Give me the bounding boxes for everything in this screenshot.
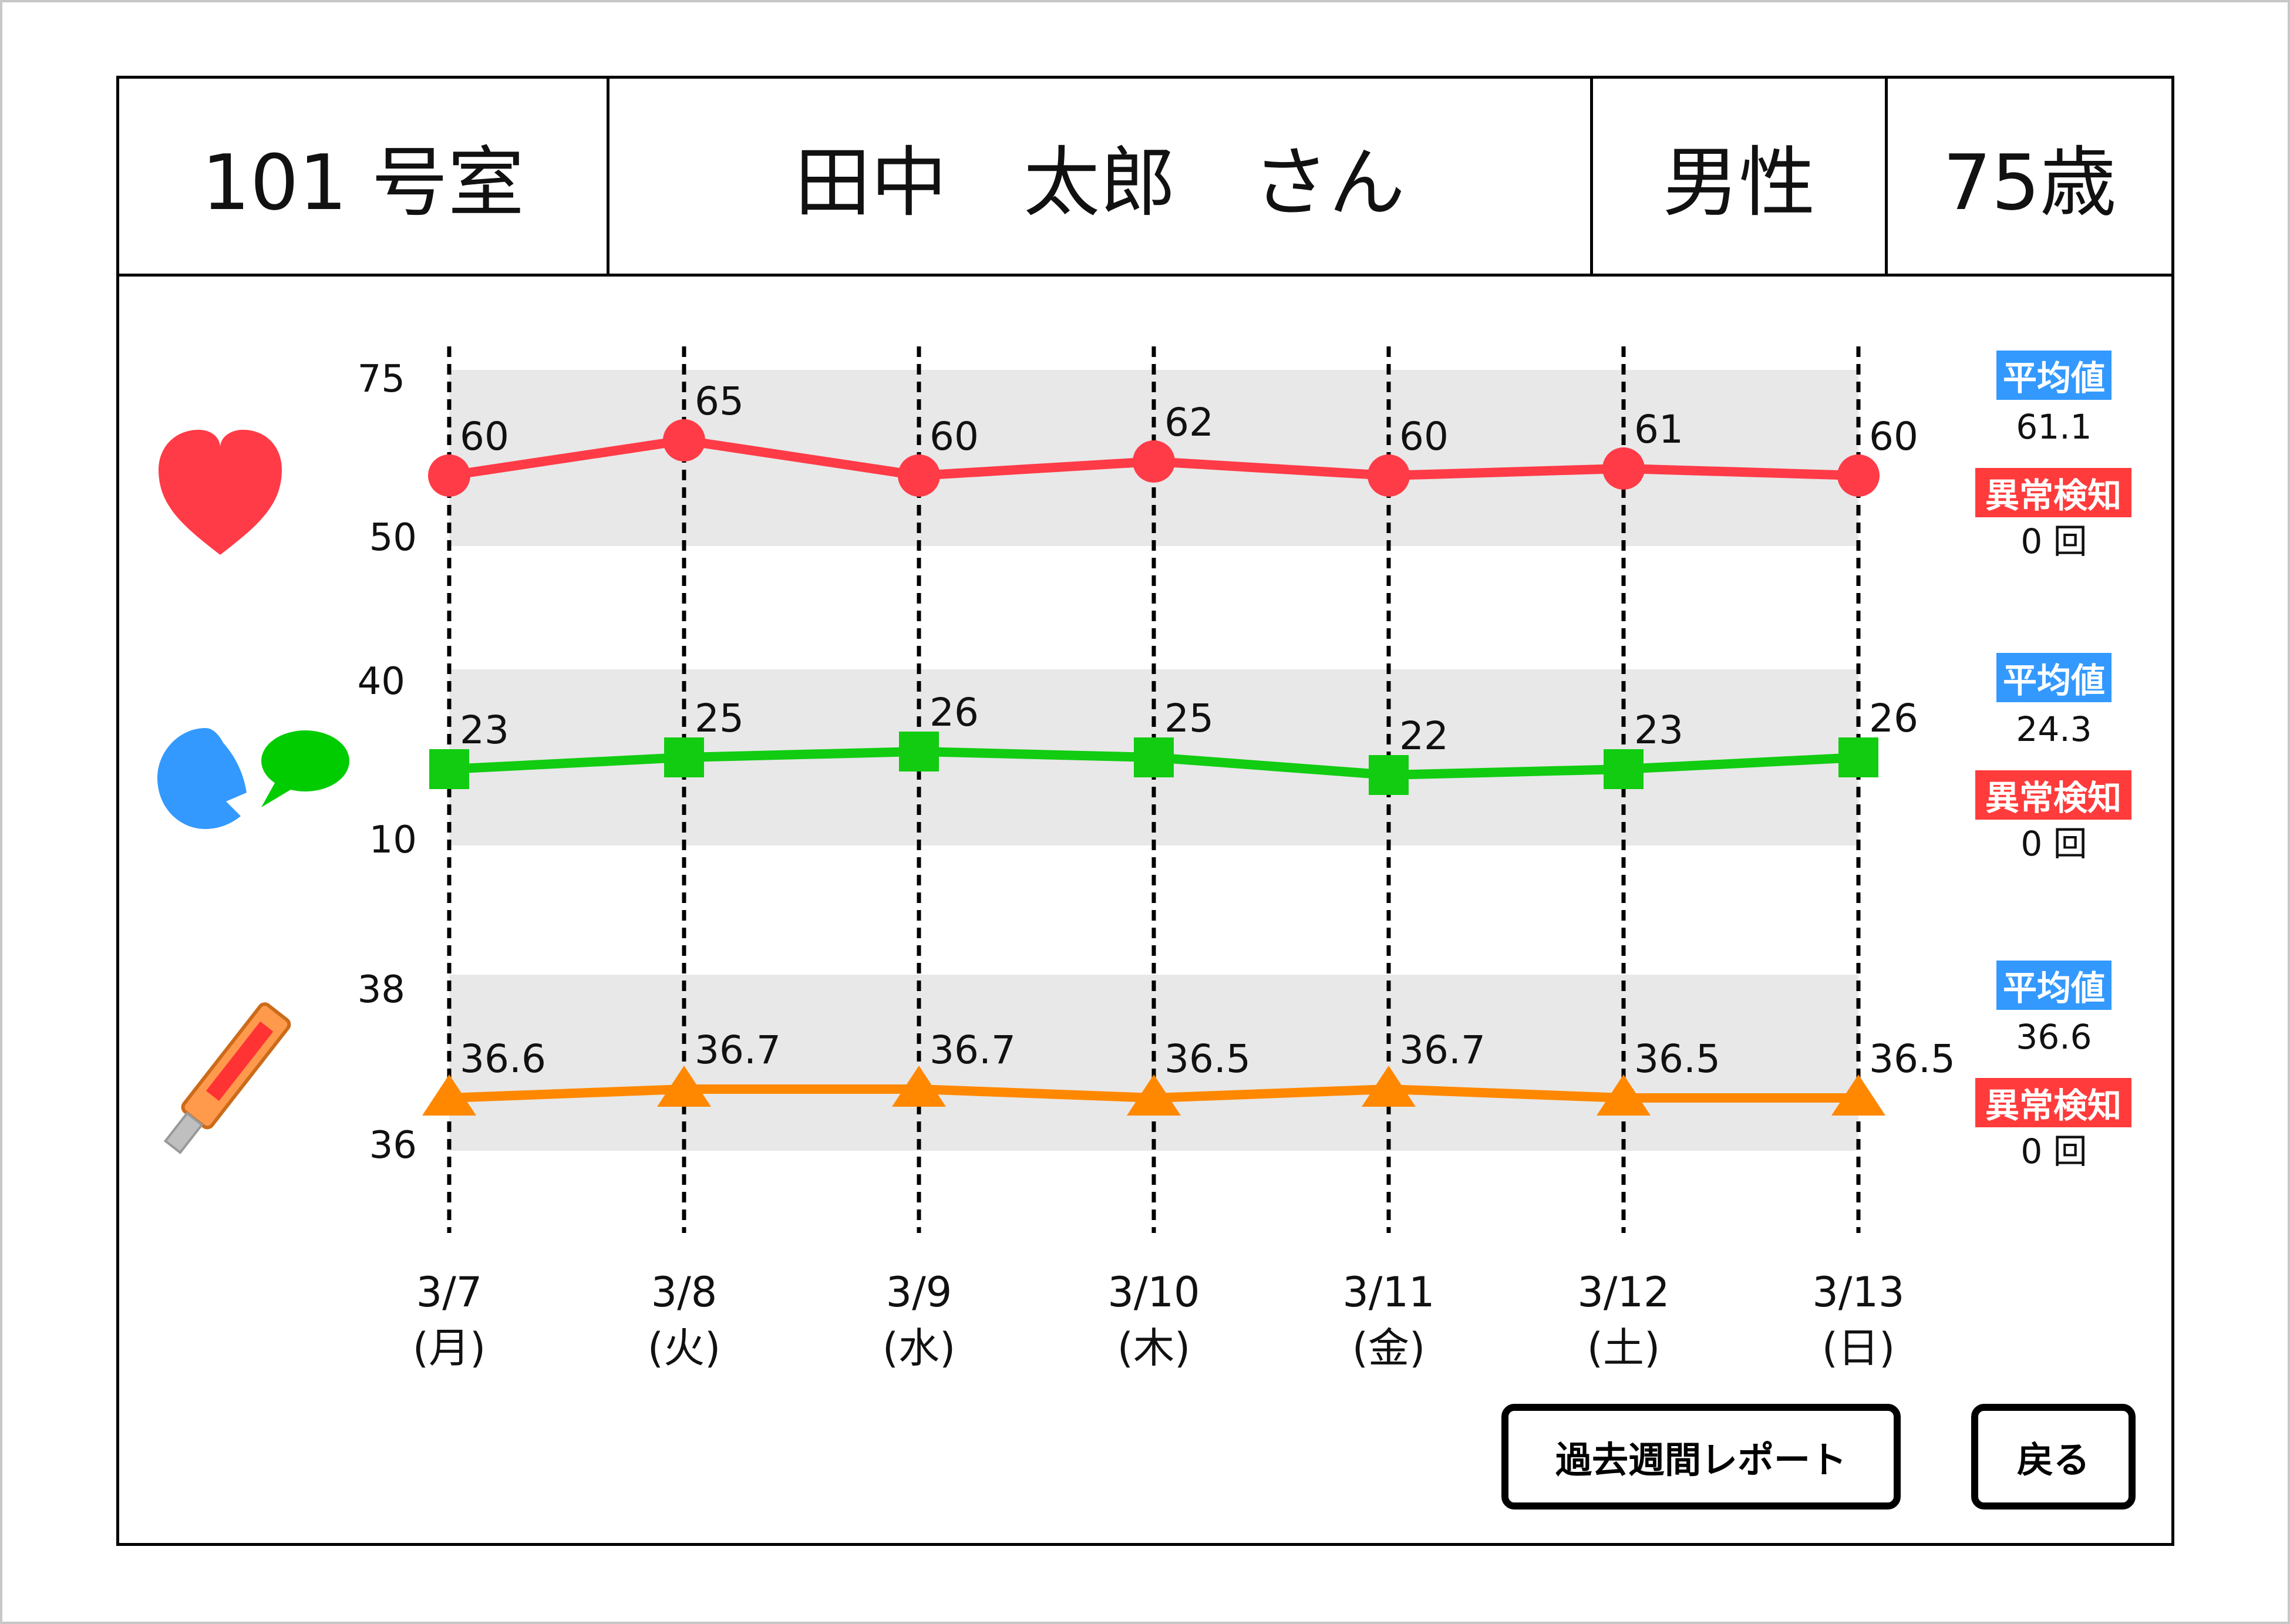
y-tick-label: 40 bbox=[358, 660, 405, 703]
temperature-data-label: 36.7 bbox=[1399, 1027, 1486, 1073]
conversation-point bbox=[1369, 755, 1409, 795]
temperature-point bbox=[422, 1074, 476, 1116]
heart-icon bbox=[159, 430, 282, 555]
back-button[interactable]: 戻る bbox=[1971, 1404, 2136, 1510]
y-tick-label: 10 bbox=[369, 818, 417, 862]
y-tick-label: 36 bbox=[369, 1124, 417, 1167]
thermometer-icon bbox=[163, 1002, 291, 1154]
heart-rate-point bbox=[1133, 440, 1175, 483]
x-date-label: 3/7 bbox=[416, 1268, 483, 1316]
heart-rate-point bbox=[663, 419, 705, 461]
temperature-data-label: 36.5 bbox=[1634, 1036, 1720, 1081]
temperature-point bbox=[657, 1066, 711, 1107]
conversation-point bbox=[429, 749, 469, 789]
temperature-average-value: 36.6 bbox=[2016, 1017, 2092, 1057]
y-tick-labels: 75 50 40 10 38 36 bbox=[358, 358, 417, 1167]
room-number: 101 号室 bbox=[119, 79, 609, 274]
heart-anomaly-badge: 異常検知 bbox=[1975, 468, 2131, 517]
temperature-point bbox=[1127, 1074, 1181, 1116]
heart-rate-point bbox=[1602, 447, 1645, 490]
temperature-point bbox=[892, 1066, 946, 1107]
conversation-anomaly-badge: 異常検知 bbox=[1975, 770, 2131, 820]
x-date-label: 3/8 bbox=[651, 1268, 718, 1316]
conversation-data-label: 26 bbox=[1869, 696, 1918, 741]
conversation-point bbox=[664, 737, 704, 777]
conversation-average-value: 24.3 bbox=[2016, 709, 2092, 749]
conversation-point bbox=[1604, 749, 1644, 789]
conversation-average-badge: 平均値 bbox=[1996, 653, 2111, 702]
x-date-label: 3/11 bbox=[1342, 1268, 1434, 1316]
patient-family-name: 田中 bbox=[794, 138, 947, 227]
x-tick-labels: 3/7 (月) 3/8 (火) 3/9 (水) 3/10 (木) 3/11 (金) 3/12 (土) 3… bbox=[413, 1268, 1905, 1372]
heart-rate-data-label: 65 bbox=[695, 379, 744, 424]
heart-rate-point bbox=[1368, 454, 1410, 497]
heart-rate-data-label: 60 bbox=[460, 414, 509, 459]
heart-rate-data-label: 61 bbox=[1634, 407, 1683, 452]
y-tick-label: 50 bbox=[369, 516, 417, 560]
conversation-data-label: 25 bbox=[695, 696, 744, 741]
conversation-data-label: 22 bbox=[1399, 713, 1449, 759]
x-date-label: 3/12 bbox=[1577, 1268, 1669, 1316]
patient-header: 101 号室 田中 太郎 さん 男性 75歳 bbox=[119, 79, 2171, 277]
heart-average-badge: 平均値 bbox=[1996, 351, 2111, 400]
conversation-data-label: 23 bbox=[460, 707, 509, 753]
chart-series: 60 65 60 62 60 61 60 61.1 0 回 23 25 26 25 22 23 26 24.3 0… bbox=[422, 379, 2092, 1171]
x-date-label: 3/9 bbox=[886, 1268, 952, 1316]
temperature-anomaly-badge: 異常検知 bbox=[1975, 1078, 2131, 1127]
temperature-data-label: 36.6 bbox=[460, 1036, 546, 1081]
temperature-data-label: 36.7 bbox=[695, 1027, 781, 1073]
temperature-point bbox=[1831, 1074, 1885, 1116]
heart-rate-point bbox=[1837, 454, 1880, 497]
patient-gender: 男性 bbox=[1593, 79, 1888, 274]
x-weekday-label: (土) bbox=[1587, 1324, 1661, 1372]
patient-honorific: さん bbox=[1252, 138, 1406, 227]
heart-rate-average-value: 61.1 bbox=[2016, 407, 2092, 447]
heart-rate-point bbox=[898, 454, 940, 497]
heart-rate-data-label: 60 bbox=[1399, 414, 1449, 459]
y-tick-label: 38 bbox=[358, 968, 405, 1012]
heart-rate-anomaly-count: 0 回 bbox=[2020, 521, 2087, 561]
conversation-point bbox=[1134, 737, 1174, 777]
temperature-point bbox=[1597, 1074, 1651, 1116]
temperature-point bbox=[1362, 1066, 1416, 1107]
x-weekday-label: (金) bbox=[1352, 1324, 1426, 1372]
temperature-anomaly-count: 0 回 bbox=[2020, 1131, 2087, 1171]
heart-rate-data-label: 62 bbox=[1164, 400, 1214, 445]
x-weekday-label: (木) bbox=[1117, 1324, 1191, 1372]
temperature-average-badge: 平均値 bbox=[1996, 961, 2111, 1010]
heart-rate-data-label: 60 bbox=[1869, 414, 1918, 459]
report-frame: 101 号室 田中 太郎 さん 男性 75歳 bbox=[116, 76, 2174, 1546]
conversation-data-label: 23 bbox=[1634, 707, 1683, 753]
x-weekday-label: (水) bbox=[883, 1324, 956, 1372]
temperature-data-label: 36.5 bbox=[1164, 1036, 1251, 1081]
past-weeks-report-button[interactable]: 過去週間レポート bbox=[1501, 1404, 1901, 1510]
conversation-point bbox=[1838, 737, 1878, 777]
conversation-point bbox=[899, 732, 939, 771]
conversation-data-label: 26 bbox=[930, 690, 979, 735]
y-tick-label: 75 bbox=[358, 358, 405, 401]
x-weekday-label: (月) bbox=[413, 1324, 486, 1372]
temperature-data-label: 36.5 bbox=[1869, 1036, 1955, 1081]
conversation-icon bbox=[157, 728, 349, 829]
x-date-label: 3/10 bbox=[1107, 1268, 1200, 1316]
conversation-data-label: 25 bbox=[1164, 696, 1214, 741]
temperature-data-label: 36.7 bbox=[930, 1027, 1016, 1073]
x-weekday-label: (火) bbox=[648, 1324, 721, 1372]
x-weekday-label: (日) bbox=[1822, 1324, 1895, 1372]
heart-rate-data-label: 60 bbox=[930, 414, 979, 459]
patient-name: 田中 太郎 さん bbox=[609, 79, 1593, 274]
x-date-label: 3/13 bbox=[1812, 1268, 1904, 1316]
heart-rate-point bbox=[428, 454, 470, 497]
patient-age: 75歳 bbox=[1942, 138, 2117, 227]
patient-given-name: 太郎 bbox=[1023, 138, 1176, 227]
conversation-anomaly-count: 0 回 bbox=[2020, 824, 2087, 864]
